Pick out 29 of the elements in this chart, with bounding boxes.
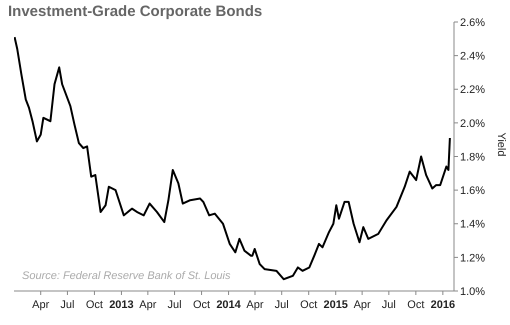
x-tick-label: 2015 [323, 299, 348, 311]
x-tick-label: Oct [86, 299, 103, 311]
x-tick-label: 2016 [430, 299, 456, 311]
y-tick-label: 1.4% [460, 218, 486, 231]
x-tick-label: Jul [382, 299, 396, 311]
x-tick-label: 2013 [109, 299, 134, 311]
x-tick-label: Oct [407, 299, 424, 311]
x-tick-label: 2014 [216, 299, 242, 311]
y-tick-label: 1.2% [460, 252, 486, 264]
x-tick-label: Apr [246, 299, 264, 311]
x-tick-label: Jul [60, 299, 74, 311]
y-tick-label: 2.6% [460, 16, 486, 29]
y-tick-label: 2.4% [460, 50, 486, 63]
y-tick-label: 1.8% [460, 151, 486, 164]
x-tick-label: Jul [274, 299, 289, 311]
y-tick-label: 2.0% [460, 118, 486, 130]
y-tick-label: 2.2% [460, 84, 486, 96]
line-series [14, 36, 451, 280]
x-tick-label: Oct [300, 299, 318, 311]
y-axis-title: Yield [495, 132, 508, 156]
x-tick-label: Oct [193, 299, 210, 311]
y-tick-label: 1.6% [460, 185, 486, 198]
y-tick-label: 1.0% [460, 286, 486, 298]
annotation: Source: Federal Reserve Bank of St. Louis [22, 270, 230, 282]
x-tick-label: Apr [32, 299, 50, 311]
x-tick-label: Jul [168, 299, 182, 311]
chart-title: Investment-Grade Corporate Bonds [8, 3, 262, 20]
x-tick-label: Apr [354, 299, 372, 311]
x-tick-label: Apr [139, 299, 157, 311]
